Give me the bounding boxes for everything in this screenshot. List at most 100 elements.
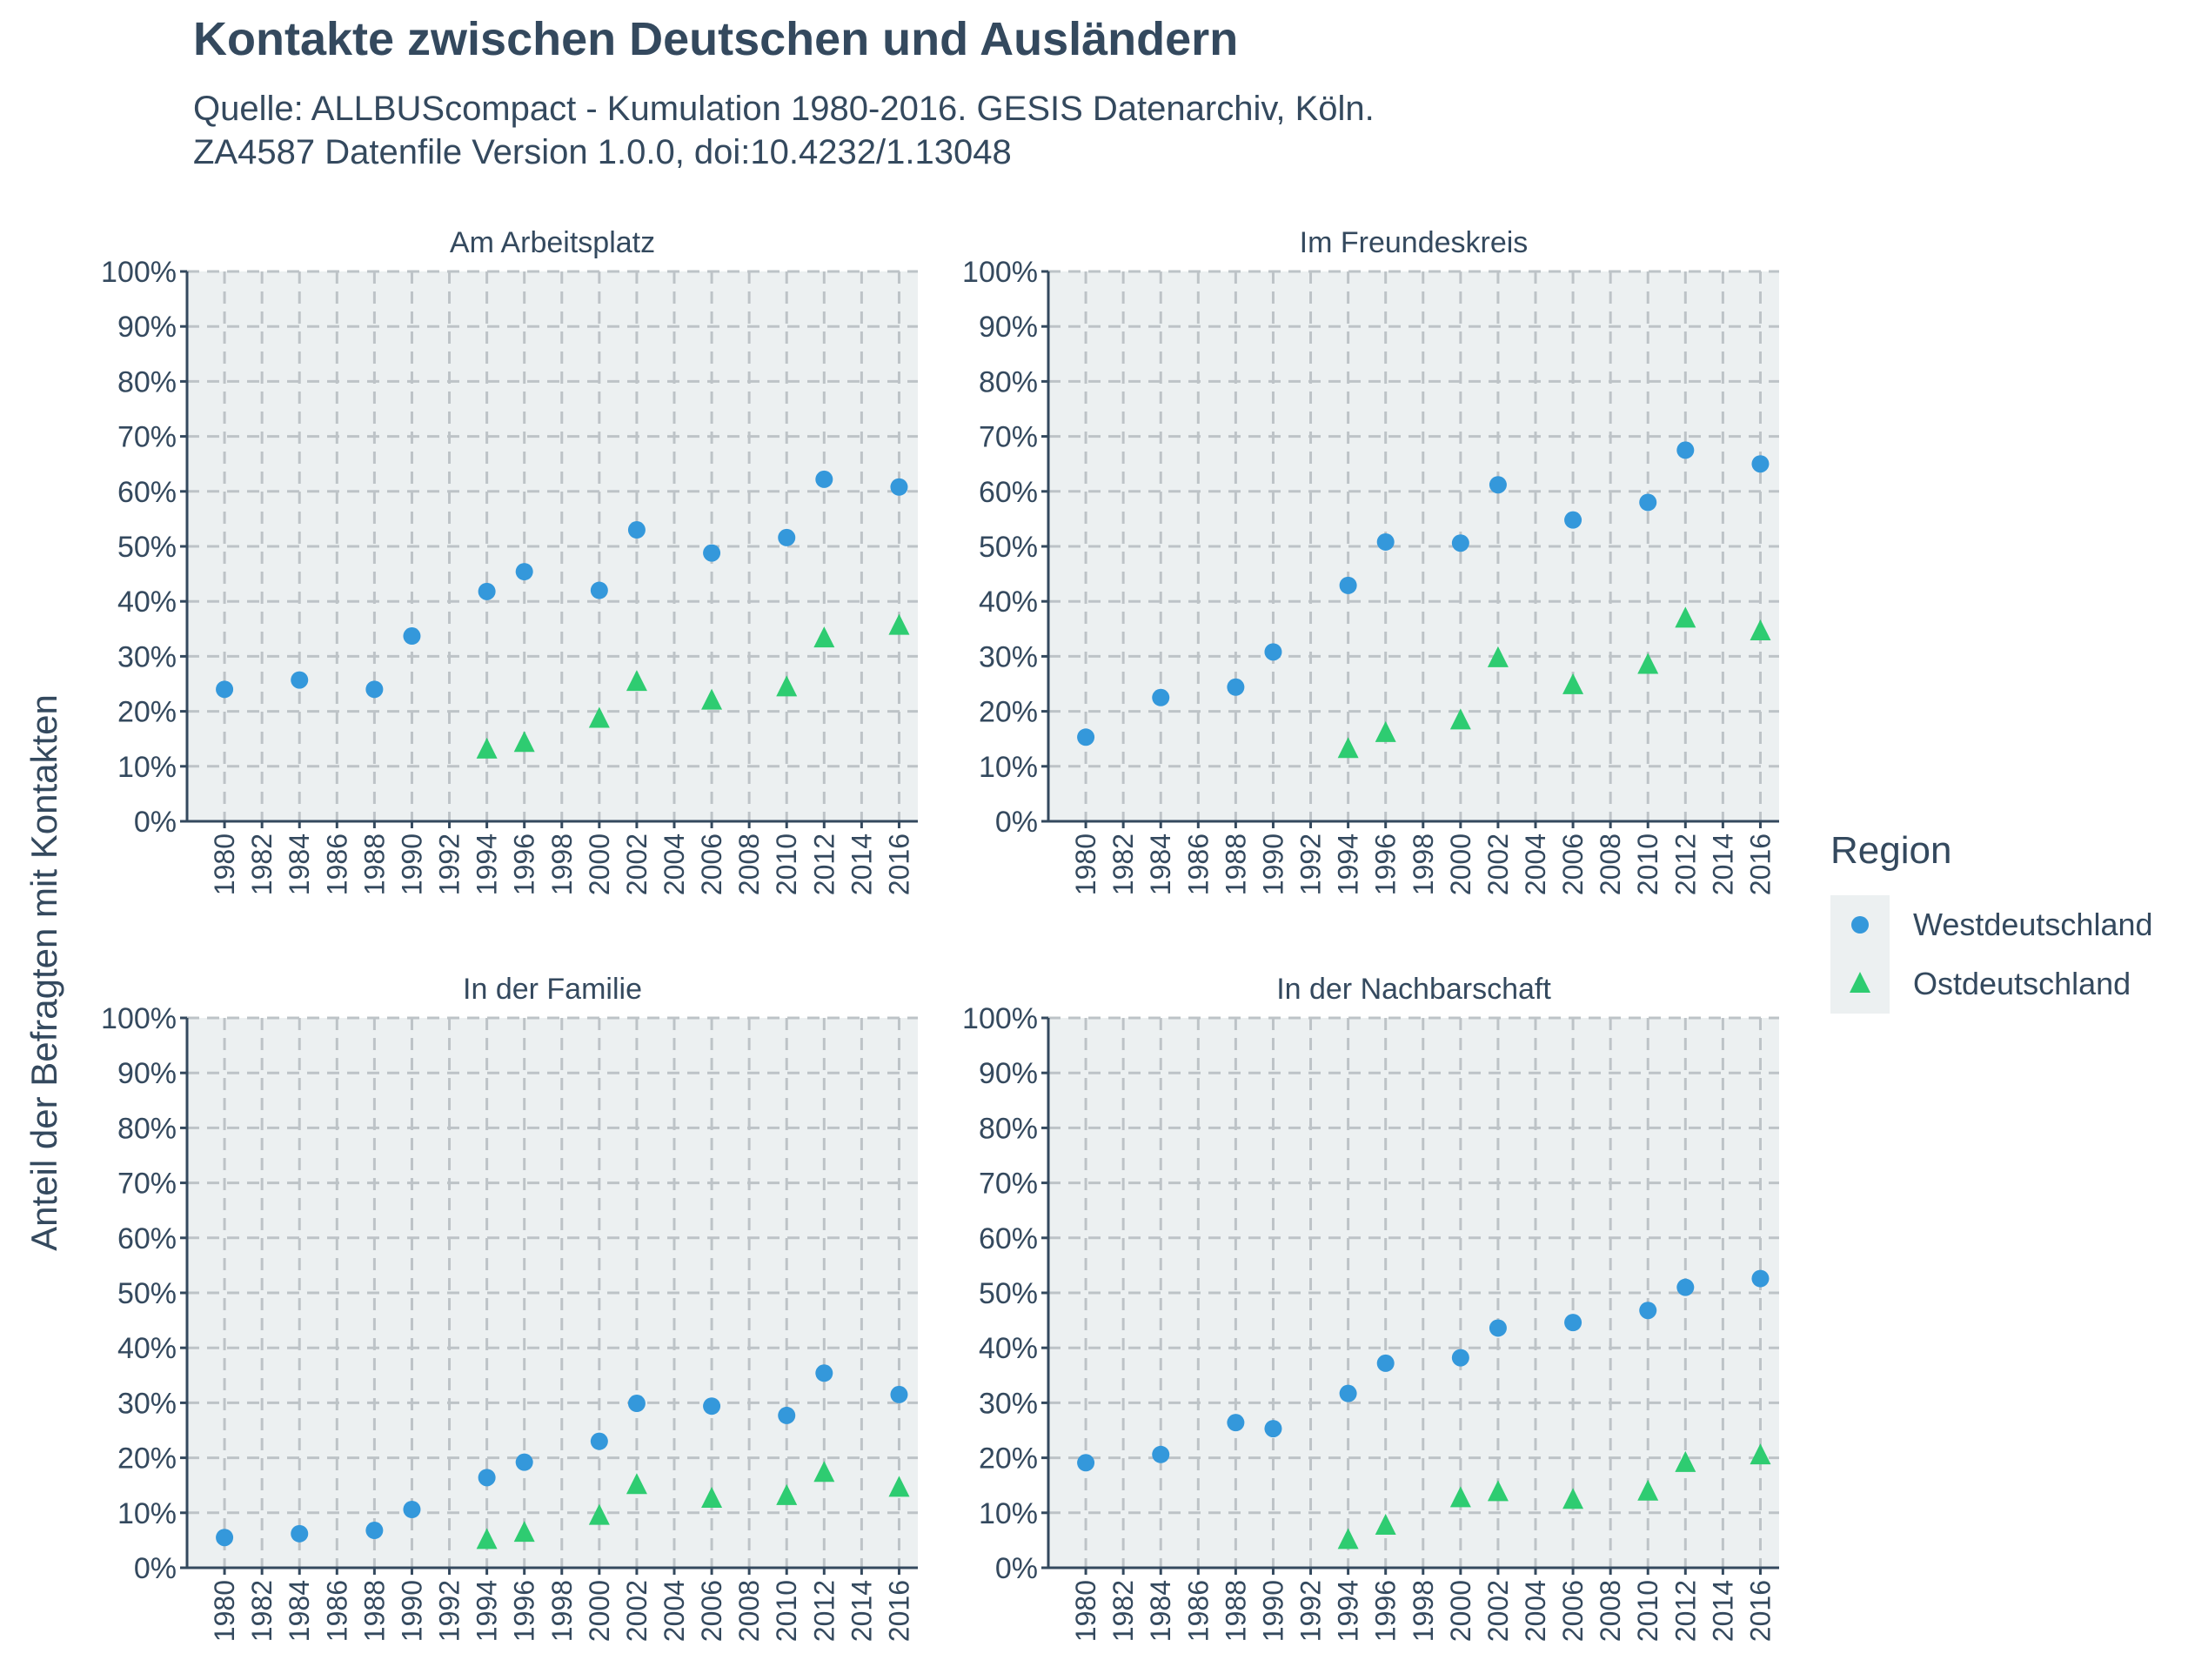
x-tick-label: 1994 [472, 1580, 503, 1642]
x-tick-label: 1984 [1145, 1580, 1176, 1642]
y-tick-label: 40% [979, 1332, 1038, 1365]
data-point-westdeutschland [1376, 532, 1395, 551]
y-tick-label: 90% [117, 311, 177, 344]
facet-panel-in-der-nachbarschaft: 0%10%20%30%40%50%60%70%80%90%100%1980 198… [962, 973, 1779, 1642]
data-point-westdeutschland [778, 528, 796, 546]
y-tick-label: 70% [117, 1168, 177, 1201]
x-tick-label: 2002 [1482, 1580, 1514, 1642]
data-point-ostdeutschland [888, 613, 910, 635]
data-point-westdeutschland [1264, 643, 1282, 661]
data-point-westdeutschland [1152, 1445, 1170, 1463]
x-tick-label: 2012 [808, 833, 840, 895]
data-point-westdeutschland [1227, 678, 1245, 696]
data-point-westdeutschland [815, 470, 833, 488]
y-tick-label: 50% [979, 531, 1038, 564]
legend-key-triangle [1850, 972, 1870, 993]
x-tick-label: 2016 [883, 833, 914, 895]
data-point-westdeutschland [216, 1529, 234, 1547]
y-tick-label: 80% [117, 1112, 177, 1145]
facet-panel-im-freundeskreis: 0%10%20%30%40%50%60%70%80%90%100%1980 198… [962, 226, 1779, 895]
y-tick-label: 10% [117, 1497, 177, 1530]
data-point-ostdeutschland [1637, 653, 1659, 674]
data-point-ostdeutschland [1449, 708, 1471, 730]
x-tick-label: 2004 [659, 1580, 690, 1642]
data-point-westdeutschland [515, 1453, 533, 1471]
data-point-westdeutschland [1564, 1314, 1582, 1332]
data-point-westdeutschland [1264, 1420, 1282, 1438]
y-tick-label: 60% [979, 476, 1038, 509]
x-tick-label: 2002 [621, 833, 652, 895]
data-point-ostdeutschland [1375, 720, 1396, 742]
data-point-ostdeutschland [1637, 1479, 1659, 1501]
x-tick-label: 1994 [1333, 833, 1364, 895]
y-tick-label: 50% [117, 531, 177, 564]
data-point-westdeutschland [815, 1364, 833, 1382]
x-tick-label: 1990 [1257, 1580, 1288, 1642]
data-point-westdeutschland [1376, 1354, 1395, 1372]
x-tick-label: 2012 [1669, 833, 1701, 895]
data-point-westdeutschland [703, 1397, 721, 1416]
y-tick-label: 40% [117, 586, 177, 619]
x-tick-label: 2010 [1632, 1580, 1663, 1642]
chart-title: Kontakte zwischen Deutschen und Auslände… [193, 13, 1239, 65]
data-point-westdeutschland [1451, 1349, 1469, 1367]
data-point-westdeutschland [1564, 511, 1582, 529]
x-tick-label: 1982 [1107, 1580, 1139, 1642]
y-tick-label: 30% [117, 1387, 177, 1420]
data-point-westdeutschland [1451, 534, 1469, 552]
data-point-ostdeutschland [701, 688, 723, 710]
x-tick-label: 1990 [1257, 833, 1288, 895]
x-tick-label: 2006 [1557, 833, 1589, 895]
y-tick-label: 70% [117, 421, 177, 454]
x-tick-label: 2012 [1669, 1580, 1701, 1642]
y-tick-label: 60% [117, 1222, 177, 1255]
data-point-ostdeutschland [1675, 1450, 1696, 1472]
data-point-ostdeutschland [1337, 1528, 1359, 1549]
data-point-westdeutschland [1639, 1302, 1657, 1320]
y-tick-label: 100% [101, 256, 177, 289]
x-tick-label: 2002 [1482, 833, 1514, 895]
y-tick-label: 100% [962, 256, 1038, 289]
x-tick-label: 2006 [696, 833, 727, 895]
x-tick-label: 2010 [1632, 833, 1663, 895]
x-tick-label: 2008 [1595, 833, 1626, 895]
chart-subtitle-line-1: Quelle: ALLBUScompact - Kumulation 1980-… [193, 90, 1375, 128]
x-tick-label: 2004 [1520, 1580, 1551, 1642]
x-tick-label: 1980 [209, 833, 240, 895]
data-point-westdeutschland [1077, 728, 1095, 746]
x-tick-label: 1996 [1370, 1580, 1402, 1642]
x-tick-label: 1994 [1333, 1580, 1364, 1642]
x-tick-label: 1986 [321, 833, 352, 895]
x-tick-label: 2006 [696, 1580, 727, 1642]
x-tick-label: 1988 [358, 1580, 390, 1642]
x-tick-label: 1980 [1070, 833, 1101, 895]
x-tick-label: 1998 [546, 833, 578, 895]
data-point-ostdeutschland [588, 1503, 610, 1525]
facet-title: Im Freundeskreis [1300, 226, 1529, 259]
data-point-westdeutschland [627, 1395, 646, 1413]
y-tick-label: 20% [117, 696, 177, 729]
y-tick-label: 40% [117, 1332, 177, 1365]
data-point-westdeutschland [515, 563, 533, 581]
y-tick-label: 10% [979, 1497, 1038, 1530]
x-tick-label: 2016 [1744, 833, 1776, 895]
y-tick-label: 90% [117, 1057, 177, 1090]
y-tick-label: 0% [995, 1552, 1038, 1585]
x-tick-label: 2010 [771, 1580, 802, 1642]
data-point-westdeutschland [1227, 1414, 1245, 1432]
x-tick-label: 2016 [1744, 1580, 1776, 1642]
data-point-ostdeutschland [1449, 1486, 1471, 1508]
data-point-ostdeutschland [1675, 606, 1696, 628]
y-tick-label: 100% [962, 1002, 1038, 1035]
y-tick-label: 70% [979, 1168, 1038, 1201]
facet-panel-in-der-familie: 0%10%20%30%40%50%60%70%80%90%100%1980 198… [101, 973, 918, 1642]
data-point-westdeutschland [590, 581, 608, 599]
data-point-ostdeutschland [513, 731, 535, 753]
x-tick-label: 1992 [1295, 833, 1327, 895]
y-tick-label: 0% [995, 806, 1038, 839]
data-point-westdeutschland [1339, 576, 1357, 594]
data-point-westdeutschland [1751, 1269, 1770, 1288]
x-tick-label: 1986 [1182, 1580, 1214, 1642]
data-point-westdeutschland [365, 1522, 384, 1540]
